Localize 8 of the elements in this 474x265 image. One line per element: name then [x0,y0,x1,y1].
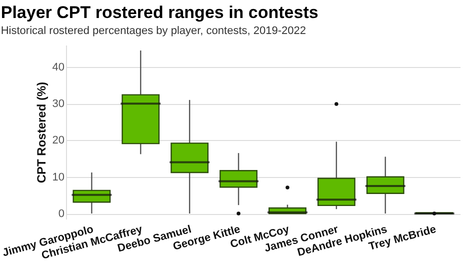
y-tick-label: 10 [52,171,64,184]
y-axis-title: CPT Rostered (%) [34,82,48,184]
chart-subtitle: Historical rostered percentages by player, contests, 2019-2022 [0,25,306,37]
y-tick-label: 30 [52,98,64,110]
y-tick-label: 20 [52,134,64,147]
chart-title: Player CPT rostered ranges in contests [0,3,318,22]
y-tick-label: 40 [52,61,64,74]
y-tick-label: 0 [58,208,64,220]
